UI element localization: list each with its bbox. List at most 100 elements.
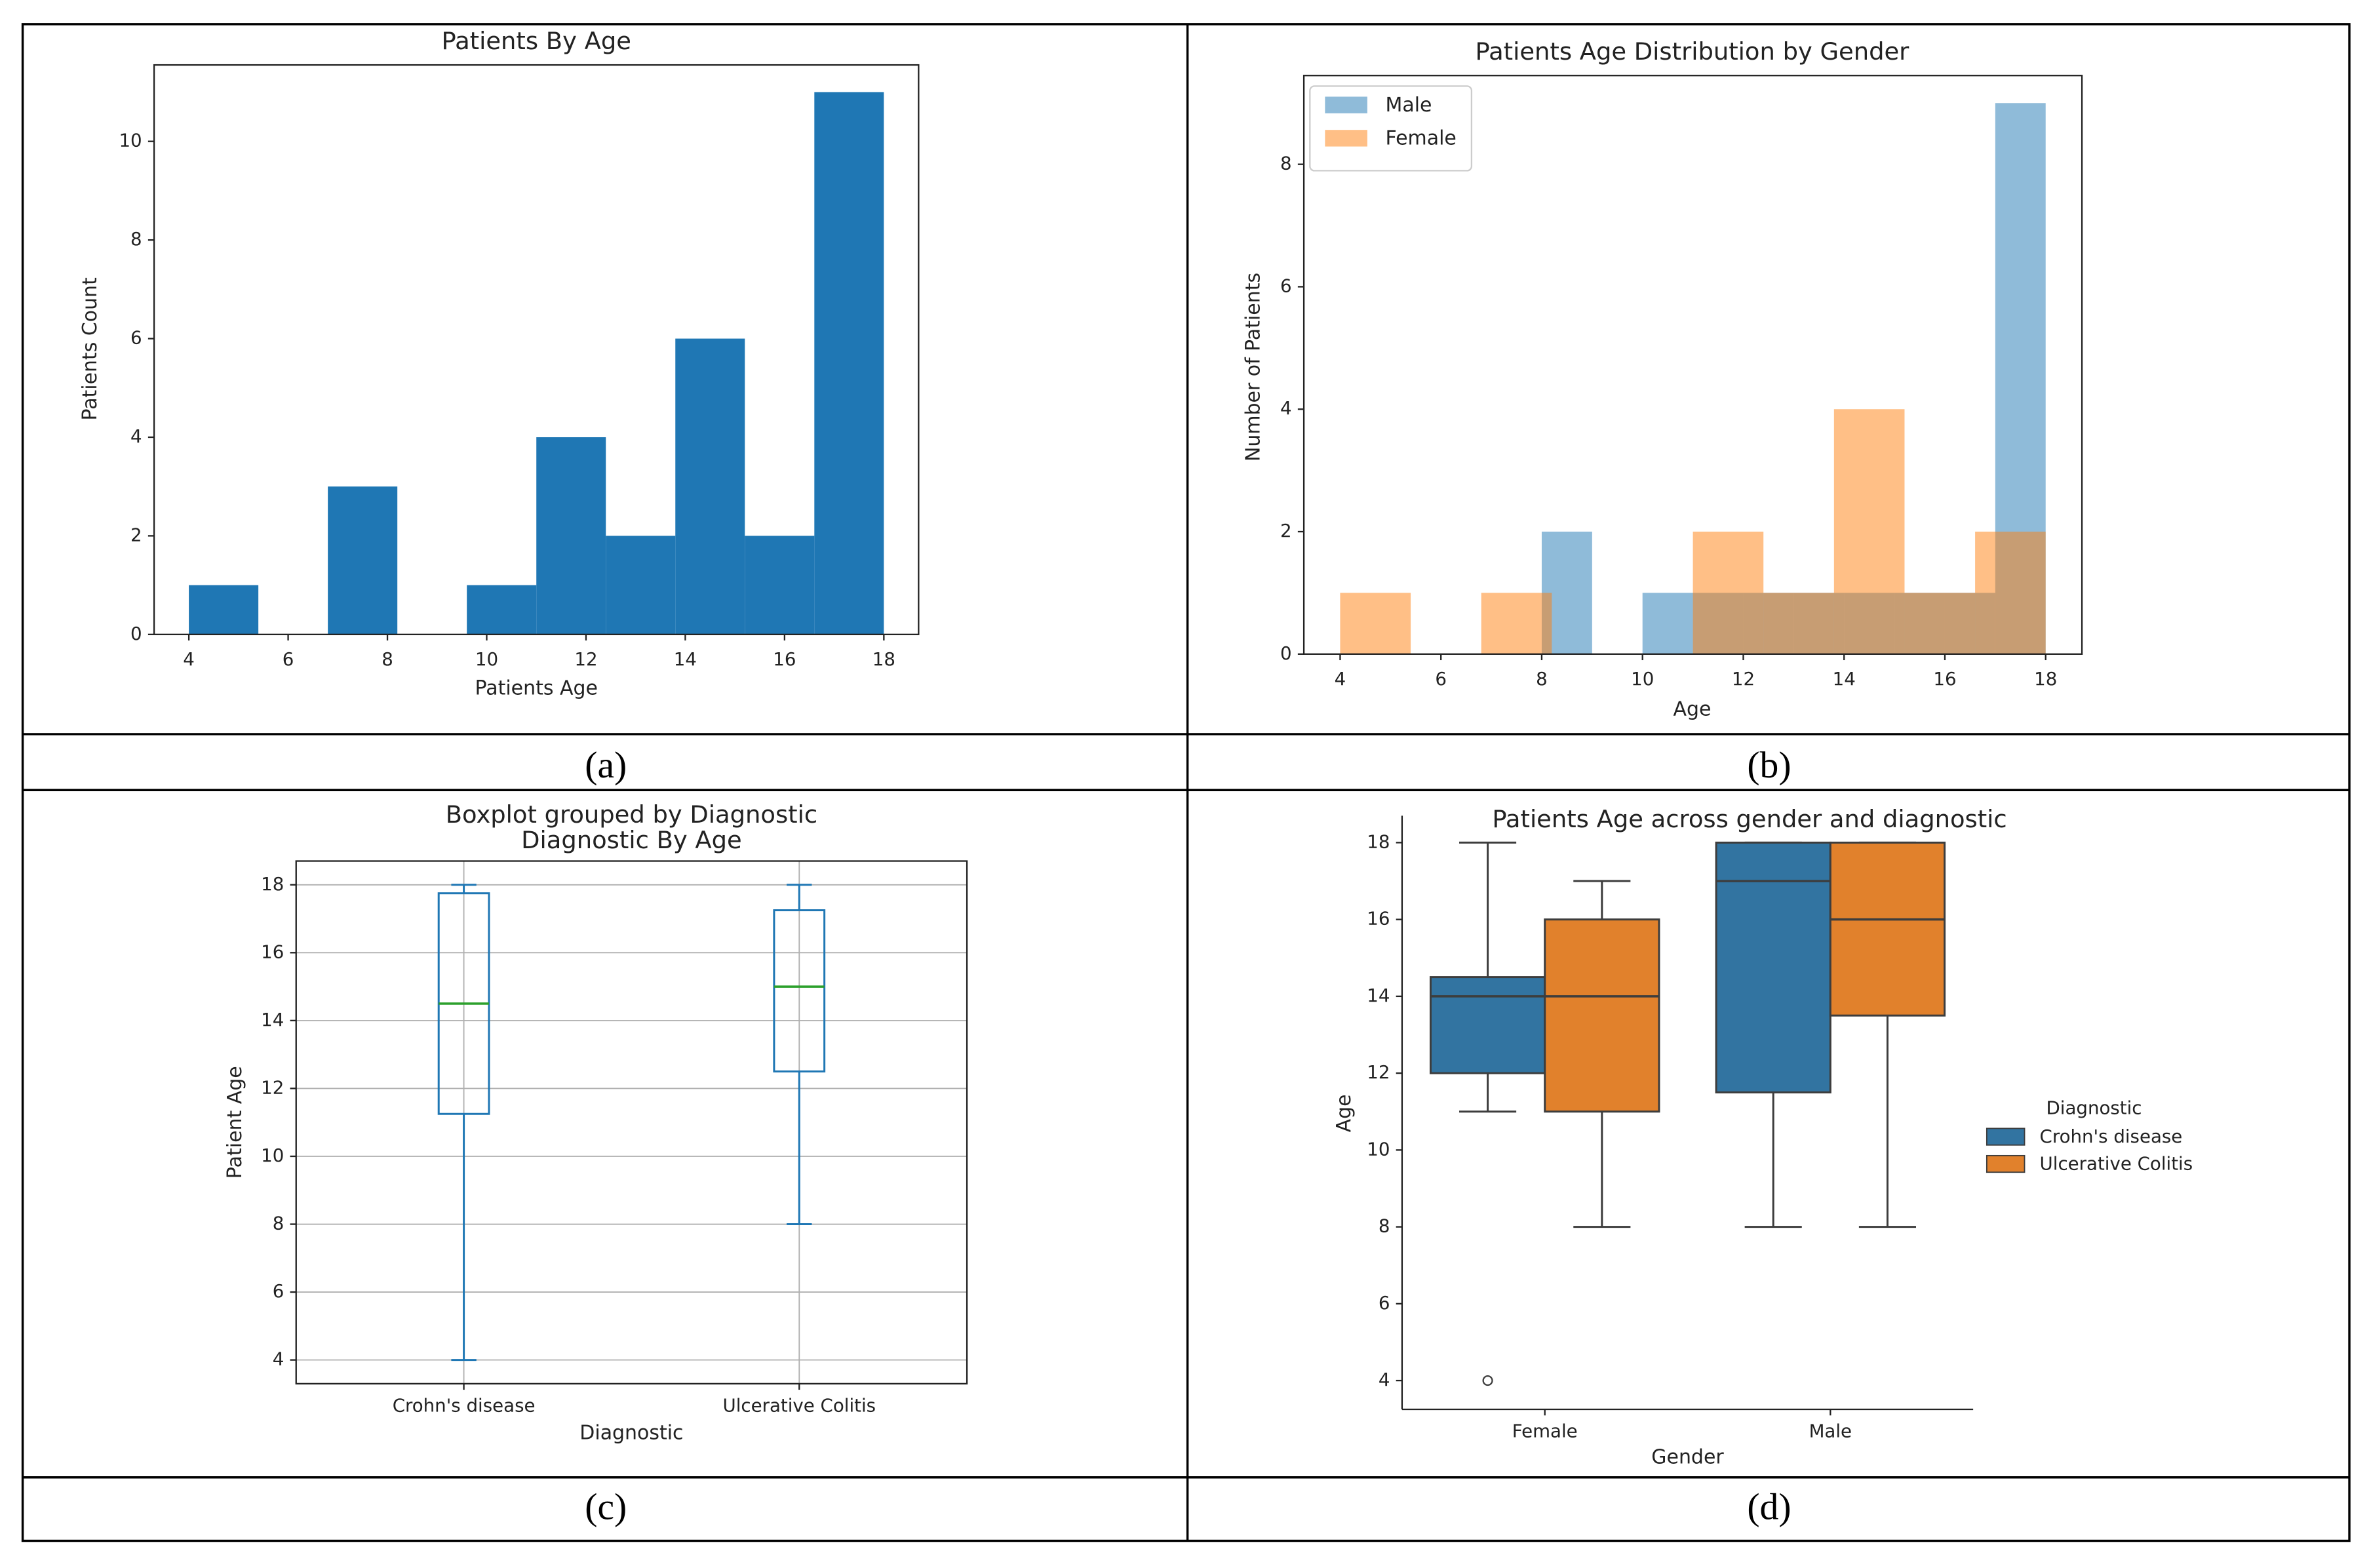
- y-axis-label: Number of Patients: [1242, 273, 1265, 461]
- y-tick-label: 2: [130, 524, 142, 545]
- legend-swatch: [1986, 1127, 2026, 1146]
- y-tick-label: 4: [1280, 397, 1292, 419]
- bar: [1642, 593, 1693, 654]
- y-tick-label: 14: [1367, 985, 1390, 1006]
- x-axis-label: Gender: [1651, 1445, 1724, 1468]
- x-tick-label: Female: [1512, 1421, 1578, 1442]
- chart-title: Patients By Age: [442, 27, 631, 55]
- axes-frame: [295, 860, 968, 1385]
- bar: [1833, 409, 1905, 654]
- x-axis-label: Diagnostic: [579, 1421, 683, 1444]
- box: [1544, 918, 1660, 1113]
- box: [773, 909, 826, 1073]
- y-tick-label: 12: [1367, 1061, 1390, 1083]
- bar: [467, 585, 537, 635]
- bar: [1763, 593, 1834, 654]
- caption: (d): [1747, 1487, 1791, 1528]
- box: [1829, 841, 1946, 1017]
- box: [1429, 976, 1546, 1074]
- y-axis-label: Patient Age: [224, 1066, 246, 1179]
- x-tick-label: Crohn's disease: [393, 1394, 536, 1416]
- y-tick-label: 16: [1367, 908, 1390, 930]
- x-tick-label: 8: [382, 648, 393, 670]
- x-tick-label: 16: [773, 648, 796, 670]
- x-tick-label: 6: [283, 648, 294, 670]
- y-tick-label: 10: [119, 130, 142, 151]
- x-tick-label: 6: [1435, 668, 1447, 690]
- y-tick-label: 8: [130, 228, 142, 250]
- chart-suptitle: Boxplot grouped by Diagnostic: [446, 800, 817, 829]
- x-tick-label: 4: [1335, 668, 1346, 690]
- legend-label: Ulcerative Colitis: [2040, 1153, 2193, 1175]
- y-tick-label: 2: [1280, 520, 1292, 541]
- y-tick-label: 4: [1379, 1369, 1390, 1390]
- y-tick-label: 6: [1379, 1292, 1390, 1314]
- bar: [675, 338, 745, 635]
- y-tick-label: 18: [1367, 831, 1390, 852]
- y-tick-label: 10: [261, 1145, 284, 1166]
- legend-swatch: [1325, 130, 1367, 147]
- table-border: [21, 23, 2351, 1542]
- legend-swatch: [1325, 96, 1367, 113]
- axes-frame: [1302, 75, 2083, 655]
- legend-swatch: [1986, 1154, 2026, 1173]
- table-grid: [21, 23, 2351, 1542]
- y-tick-label: 0: [130, 623, 142, 644]
- x-tick-label: Ulcerative Colitis: [722, 1394, 876, 1416]
- bar: [1904, 593, 1976, 654]
- bar: [745, 536, 815, 635]
- bar: [536, 437, 606, 635]
- bar: [189, 585, 259, 635]
- bar: [1975, 532, 2046, 654]
- legend-label: Crohn's disease: [2040, 1126, 2183, 1147]
- legend-label: Female: [1386, 127, 1457, 150]
- y-tick-label: 10: [1367, 1138, 1390, 1160]
- x-tick-label: 14: [1833, 668, 1856, 690]
- x-tick-label: 14: [674, 648, 697, 670]
- y-tick-label: 16: [261, 941, 284, 962]
- y-tick-label: 8: [1280, 153, 1292, 174]
- y-tick-label: 8: [273, 1213, 284, 1234]
- y-tick-label: 12: [261, 1076, 284, 1098]
- y-tick-label: 8: [1379, 1215, 1390, 1237]
- box: [1715, 841, 1831, 1093]
- y-tick-label: 4: [130, 425, 142, 447]
- y-tick-label: 0: [1280, 642, 1292, 664]
- y-tick-label: 6: [273, 1280, 284, 1302]
- y-axis-label: Age: [1333, 1094, 1356, 1132]
- x-tick-label: Male: [1809, 1421, 1852, 1442]
- x-tick-label: 12: [1732, 668, 1755, 690]
- chart-title: Patients Age across gender and diagnosti…: [1492, 805, 2007, 833]
- x-tick-label: 8: [1536, 668, 1548, 690]
- chart-title: Diagnostic By Age: [521, 826, 742, 854]
- chart-title: Patients Age Distribution by Gender: [1476, 37, 1910, 66]
- y-tick-label: 6: [1280, 275, 1292, 296]
- y-tick-label: 4: [273, 1348, 284, 1370]
- caption: (c): [585, 1487, 627, 1528]
- x-tick-label: 4: [183, 648, 195, 670]
- axes-frame: [153, 64, 920, 636]
- bar: [814, 92, 884, 635]
- bar: [1481, 593, 1552, 654]
- legend-title: Diagnostic: [2046, 1097, 2142, 1118]
- x-tick-label: 16: [1933, 668, 1956, 690]
- caption: (b): [1747, 745, 1791, 786]
- y-tick-label: 18: [261, 873, 284, 895]
- outlier: [1482, 1375, 1493, 1386]
- x-axis-label: Patients Age: [475, 676, 598, 699]
- x-tick-label: 10: [475, 648, 498, 670]
- y-tick-label: 14: [261, 1009, 284, 1030]
- bar: [606, 536, 676, 635]
- bar: [1340, 593, 1411, 654]
- x-tick-label: 12: [574, 648, 597, 670]
- caption: (a): [585, 745, 627, 786]
- x-tick-label: 10: [1631, 668, 1654, 690]
- y-axis-label: Patients Count: [79, 277, 102, 421]
- x-tick-label: 18: [2034, 668, 2057, 690]
- x-axis-label: Age: [1673, 698, 1711, 721]
- bar: [328, 486, 398, 635]
- bar: [1693, 532, 1764, 654]
